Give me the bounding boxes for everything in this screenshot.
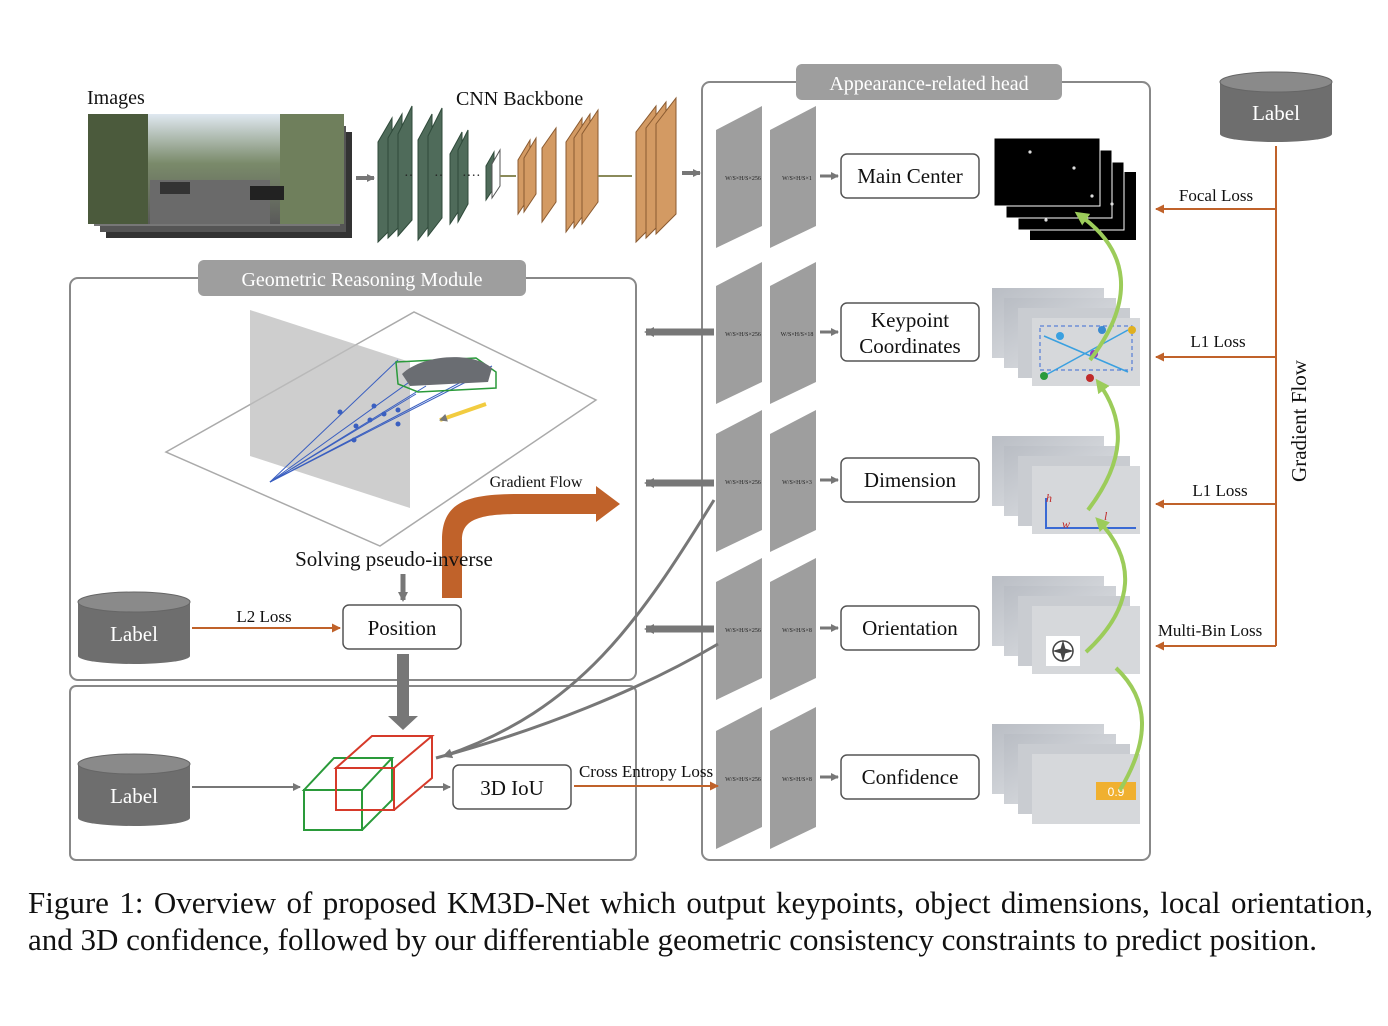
label-cylinder-top: Label [1219,71,1333,142]
images-label: Images [87,87,145,109]
l2-loss-label: L2 Loss [236,607,291,626]
green-arrow-orientation [1084,517,1127,654]
confidence-thumbnail-stack: 0.9 [992,724,1140,824]
feature-map-output-label: W/S×H/S×1 [782,176,812,182]
gradient-flow-vertical-label: Gradient Flow [1287,359,1311,482]
feature-map-output-label: W/S×H/S×3 [782,480,812,486]
position-to-box-arrow-head [388,716,418,730]
orientation-thumbnail-stack [992,576,1140,674]
head-label: Confidence [862,765,959,789]
head-label-line: Keypoint [871,308,949,332]
multibin-loss-label: Multi-Bin Loss [1158,621,1262,640]
feature-map-256 [716,106,762,248]
cnn-backbone: ·· ·· ···· [377,96,677,244]
feature-map-256 [716,558,762,700]
l1-loss-dimension-label: L1 Loss [1192,481,1247,500]
dimension-to-boxes-curve [442,499,716,759]
label-cylinder-geometric: Label [77,591,191,664]
head-label-box [840,153,980,199]
feature-map-output [770,410,816,552]
dimension-l-letter: l [1104,509,1108,523]
feature-map-output [770,262,816,404]
feature-map-256-label: W/S×H/S×256 [725,777,761,783]
head-label: Dimension [864,468,957,492]
feature-map-256-label: W/S×H/S×256 [725,480,761,486]
feature-map-output [770,707,816,849]
position-box [342,604,462,650]
figure-diagram: Images CNN Backbone ·· ·· ···· [69,64,1333,861]
solving-pseudo-inverse-label: Solving pseudo-inverse [295,547,493,571]
feature-map-output [770,106,816,248]
feature-map-output-label: W/S×H/S×8 [782,628,812,634]
gradient-flow-arrow-label: Gradient Flow [490,474,583,491]
head-row: W/S×H/S×256 W/S×H/S×3 Dimension [716,410,980,552]
feature-map-output-label: W/S×H/S×18 [781,332,814,338]
feature-map-256 [716,410,762,552]
head-label-box [840,754,980,800]
keypoint-thumbnail-stack [992,288,1140,386]
iou-box [452,764,572,810]
dimension-h-letter: h [1046,491,1052,505]
head-rows: W/S×H/S×256 W/S×H/S×1 Main CenterW/S×H/S×2… [716,106,980,849]
feature-map-output-label: W/S×H/S×8 [782,777,812,783]
label-geometric-text: Label [110,622,158,646]
svg-text:··: ·· [404,169,413,184]
geometric-module-title-box [198,260,526,296]
feature-map-256-label: W/S×H/S×256 [725,332,761,338]
head-row: W/S×H/S×256 W/S×H/S×8 Confidence [716,707,980,849]
head-row: W/S×H/S×256 W/S×H/S×8 Orientation [716,558,980,700]
l1-loss-keypoint-label: L1 Loss [1190,332,1245,351]
label-top-text: Label [1252,101,1300,125]
iou-panel [69,685,637,861]
feature-map-256-label: W/S×H/S×256 [725,176,761,182]
projection-illustration [164,310,598,547]
label-iou-text: Label [110,784,158,808]
appearance-head-title-box [796,64,1062,100]
feature-map-256-label: W/S×H/S×256 [725,628,761,634]
gradient-flow-curved-arrow [442,486,620,598]
head-row: W/S×H/S×256 W/S×H/S×1 Main Center [716,106,980,248]
green-arrow-dimension [1086,378,1120,512]
input-images-stack [88,114,352,238]
feature-map-256 [716,707,762,849]
svg-text:··: ·· [434,169,443,184]
head-label-box [840,457,980,503]
head-label-line: Coordinates [859,334,960,358]
head-label-box [840,302,980,362]
cross-entropy-label: Cross Entropy Loss [579,762,713,781]
svg-text:····: ···· [462,169,481,184]
main-center-heatmap-stack [993,137,1136,240]
label-cylinder-iou: Label [77,753,191,826]
3d-boxes-illustration [301,735,435,831]
head-label: Main Center [857,164,963,188]
position-label: Position [368,616,437,640]
orientation-to-boxes-curve [435,642,719,760]
green-arrow-confidence [1114,666,1144,792]
dimension-w-letter: w [1062,517,1070,531]
geometric-module-title: Geometric Reasoning Module [241,269,482,291]
head-label-box [840,605,980,651]
iou-label: 3D IoU [480,776,544,800]
feature-map-output [770,558,816,700]
feature-map-256 [716,262,762,404]
figure-caption: Figure 1: Overview of proposed KM3D-Net … [28,885,1373,957]
focal-loss-label: Focal Loss [1179,186,1253,205]
green-arrow-keypoint [1074,211,1123,362]
appearance-head-title: Appearance-related head [829,73,1028,95]
head-label: Orientation [862,616,958,640]
backbone-label: CNN Backbone [456,88,583,110]
